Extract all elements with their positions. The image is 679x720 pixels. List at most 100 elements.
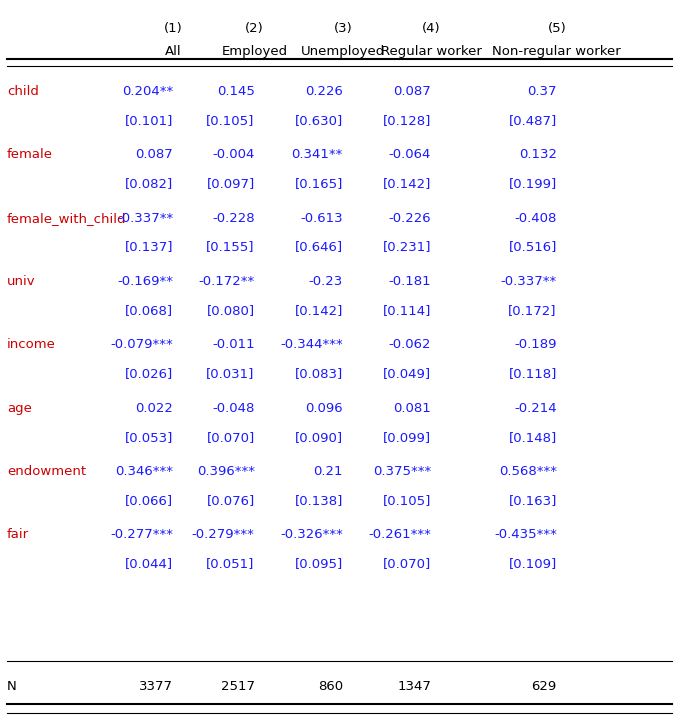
Text: 0.568***: 0.568*** [499,465,557,478]
Text: [0.199]: [0.199] [509,177,557,190]
Text: -0.228: -0.228 [212,212,255,225]
Text: univ: univ [7,275,35,288]
Text: -0.279***: -0.279*** [191,528,255,541]
Text: [0.137]: [0.137] [125,240,173,253]
Text: [0.076]: [0.076] [206,494,255,507]
Text: [0.165]: [0.165] [295,177,343,190]
Text: 0.145: 0.145 [217,85,255,98]
Text: 0.375***: 0.375*** [373,465,431,478]
Text: -0.23: -0.23 [309,275,343,288]
Text: female_with_child: female_with_child [7,212,126,225]
Text: 0.087: 0.087 [393,85,431,98]
Text: [0.066]: [0.066] [125,494,173,507]
Text: [0.031]: [0.031] [206,367,255,380]
Text: 860: 860 [318,680,343,693]
Text: -0.408: -0.408 [515,212,557,225]
Text: [0.487]: [0.487] [509,114,557,127]
Text: [0.138]: [0.138] [295,494,343,507]
Text: -0.189: -0.189 [514,338,557,351]
Text: 0.21: 0.21 [314,465,343,478]
Text: 3377: 3377 [139,680,173,693]
Text: [0.097]: [0.097] [206,177,255,190]
Text: fair: fair [7,528,29,541]
Text: endowment: endowment [7,465,86,478]
Text: [0.630]: [0.630] [295,114,343,127]
Text: [0.101]: [0.101] [125,114,173,127]
Text: 0.341**: 0.341** [291,148,343,161]
Text: -0.344***: -0.344*** [280,338,343,351]
Text: 2517: 2517 [221,680,255,693]
Text: [0.142]: [0.142] [383,177,431,190]
Text: 0.081: 0.081 [393,402,431,415]
Text: income: income [7,338,56,351]
Text: -0.613: -0.613 [300,212,343,225]
Text: [0.080]: [0.080] [206,304,255,317]
Text: 1347: 1347 [397,680,431,693]
Text: [0.083]: [0.083] [295,367,343,380]
Text: female: female [7,148,53,161]
Text: -0.277***: -0.277*** [110,528,173,541]
Text: 0.396***: 0.396*** [197,465,255,478]
Text: N: N [7,680,16,693]
Text: [0.142]: [0.142] [295,304,343,317]
Text: 0.37: 0.37 [528,85,557,98]
Text: [0.082]: [0.082] [125,177,173,190]
Text: -0.435***: -0.435*** [494,528,557,541]
Text: [0.118]: [0.118] [509,367,557,380]
Text: 0.096: 0.096 [306,402,343,415]
Text: [0.128]: [0.128] [383,114,431,127]
Text: -0.062: -0.062 [388,338,431,351]
Text: [0.148]: [0.148] [509,431,557,444]
Text: Employed: Employed [221,45,288,58]
Text: -0.326***: -0.326*** [280,528,343,541]
Text: -0.261***: -0.261*** [368,528,431,541]
Text: (2): (2) [245,22,264,35]
Text: [0.516]: [0.516] [509,240,557,253]
Text: [0.109]: [0.109] [509,557,557,570]
Text: 0.132: 0.132 [519,148,557,161]
Text: [0.026]: [0.026] [125,367,173,380]
Text: [0.044]: [0.044] [125,557,173,570]
Text: -0.337**: -0.337** [500,275,557,288]
Text: (5): (5) [547,22,566,35]
Text: [0.231]: [0.231] [383,240,431,253]
Text: 0.022: 0.022 [135,402,173,415]
Text: [0.070]: [0.070] [206,431,255,444]
Text: [0.105]: [0.105] [383,494,431,507]
Text: [0.095]: [0.095] [295,557,343,570]
Text: [0.053]: [0.053] [125,431,173,444]
Text: Regular worker: Regular worker [381,45,481,58]
Text: -0.181: -0.181 [388,275,431,288]
Text: Non-regular worker: Non-regular worker [492,45,621,58]
Text: -0.172**: -0.172** [198,275,255,288]
Text: [0.049]: [0.049] [383,367,431,380]
Text: [0.646]: [0.646] [295,240,343,253]
Text: -0.079***: -0.079*** [111,338,173,351]
Text: [0.105]: [0.105] [206,114,255,127]
Text: 0.346***: 0.346*** [115,465,173,478]
Text: [0.114]: [0.114] [383,304,431,317]
Text: child: child [7,85,39,98]
Text: All: All [165,45,181,58]
Text: -0.064: -0.064 [389,148,431,161]
Text: -0.214: -0.214 [514,402,557,415]
Text: [0.099]: [0.099] [383,431,431,444]
Text: [0.090]: [0.090] [295,431,343,444]
Text: -0.004: -0.004 [213,148,255,161]
Text: 0.226: 0.226 [305,85,343,98]
Text: 0.087: 0.087 [135,148,173,161]
Text: [0.155]: [0.155] [206,240,255,253]
Text: (4): (4) [422,22,441,35]
Text: [0.172]: [0.172] [509,304,557,317]
Text: [0.163]: [0.163] [509,494,557,507]
Text: -0.337**: -0.337** [117,212,173,225]
Text: -0.226: -0.226 [388,212,431,225]
Text: -0.048: -0.048 [213,402,255,415]
Text: [0.051]: [0.051] [206,557,255,570]
Text: [0.070]: [0.070] [383,557,431,570]
Text: 629: 629 [532,680,557,693]
Text: Unemployed: Unemployed [301,45,385,58]
Text: -0.169**: -0.169** [117,275,173,288]
Text: (1): (1) [164,22,183,35]
Text: (3): (3) [333,22,352,35]
